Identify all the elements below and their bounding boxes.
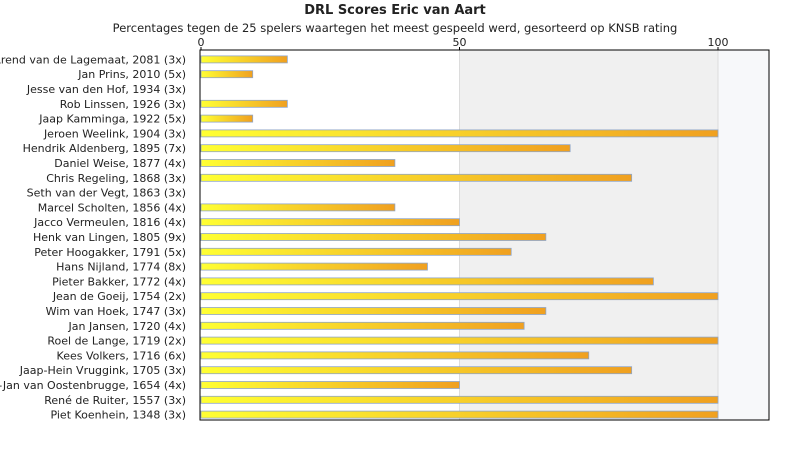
category-label: Gert-Jan van Oostenbrugge, 1654 (4x) xyxy=(0,379,186,392)
chart-subtitle: Percentages tegen de 25 spelers waartege… xyxy=(112,21,678,35)
bar xyxy=(200,159,396,167)
bar xyxy=(200,55,288,64)
category-label: Jan Jansen, 1720 (4x) xyxy=(68,320,186,333)
bar xyxy=(200,203,396,212)
x-tick-label: 100 xyxy=(708,36,729,49)
bar xyxy=(200,410,719,419)
category-label: Jesse van den Hof, 1934 (3x) xyxy=(26,83,186,96)
x-tick-label: 50 xyxy=(453,36,467,49)
x-axis: 0 50 100 xyxy=(198,36,729,50)
bar xyxy=(200,262,428,271)
bar xyxy=(200,129,719,138)
category-label: Marcel Scholten, 1856 (4x) xyxy=(38,201,186,214)
category-label: Jan Prins, 2010 (5x) xyxy=(77,68,186,81)
bar xyxy=(200,336,719,345)
bar xyxy=(200,70,254,79)
category-label: Rob Linssen, 1926 (3x) xyxy=(60,98,186,111)
bar xyxy=(200,351,590,360)
category-label: René de Ruiter, 1557 (3x) xyxy=(44,394,186,407)
band-over-100 xyxy=(718,50,769,420)
chart-title: DRL Scores Eric van Aart xyxy=(304,3,486,18)
category-label: Hendrik Aldenberg, 1895 (7x) xyxy=(23,142,186,155)
category-label: Peter Hoogakker, 1791 (5x) xyxy=(34,246,186,259)
category-label: Arend van de Lagemaat, 2081 (3x) xyxy=(0,53,186,66)
bar xyxy=(200,218,460,227)
bar xyxy=(200,99,288,108)
bar xyxy=(200,381,460,389)
category-label: Pieter Bakker, 1772 (4x) xyxy=(52,275,186,288)
category-label: Wim van Hoek, 1747 (3x) xyxy=(46,305,186,318)
category-label: Jaap-Hein Vruggink, 1705 (3x) xyxy=(19,364,186,377)
bar xyxy=(200,395,719,404)
bar xyxy=(200,277,654,286)
x-tick-label: 0 xyxy=(198,36,205,49)
category-label: Jeroen Weelink, 1904 (3x) xyxy=(43,127,186,140)
bar xyxy=(200,173,633,182)
category-labels: Arend van de Lagemaat, 2081 (3x) Jan Prin… xyxy=(0,53,186,421)
category-label: Jacco Vermeulen, 1816 (4x) xyxy=(33,216,186,229)
bar xyxy=(200,233,547,241)
category-label: Roel de Lange, 1719 (2x) xyxy=(47,335,186,348)
bar xyxy=(200,366,633,375)
category-label: Piet Koenhein, 1348 (3x) xyxy=(50,409,186,422)
bar xyxy=(200,247,512,256)
category-label: Kees Volkers, 1716 (6x) xyxy=(57,349,186,362)
category-label: Seth van der Vegt, 1863 (3x) xyxy=(27,187,186,200)
category-label: Henk van Lingen, 1805 (9x) xyxy=(33,231,186,244)
bar xyxy=(200,321,525,330)
plot-border xyxy=(199,49,770,421)
bar xyxy=(200,144,571,153)
bar xyxy=(200,114,254,123)
bar xyxy=(200,292,719,301)
category-label: Jean de Goeij, 1754 (2x) xyxy=(52,290,186,303)
category-label: Jaap Kamminga, 1922 (5x) xyxy=(38,113,186,126)
bar xyxy=(200,307,547,315)
bar-series xyxy=(200,55,719,419)
category-label: Hans Nijland, 1774 (8x) xyxy=(56,261,186,274)
category-label: Daniel Weise, 1877 (4x) xyxy=(54,157,186,170)
category-label: Chris Regeling, 1868 (3x) xyxy=(46,172,186,185)
